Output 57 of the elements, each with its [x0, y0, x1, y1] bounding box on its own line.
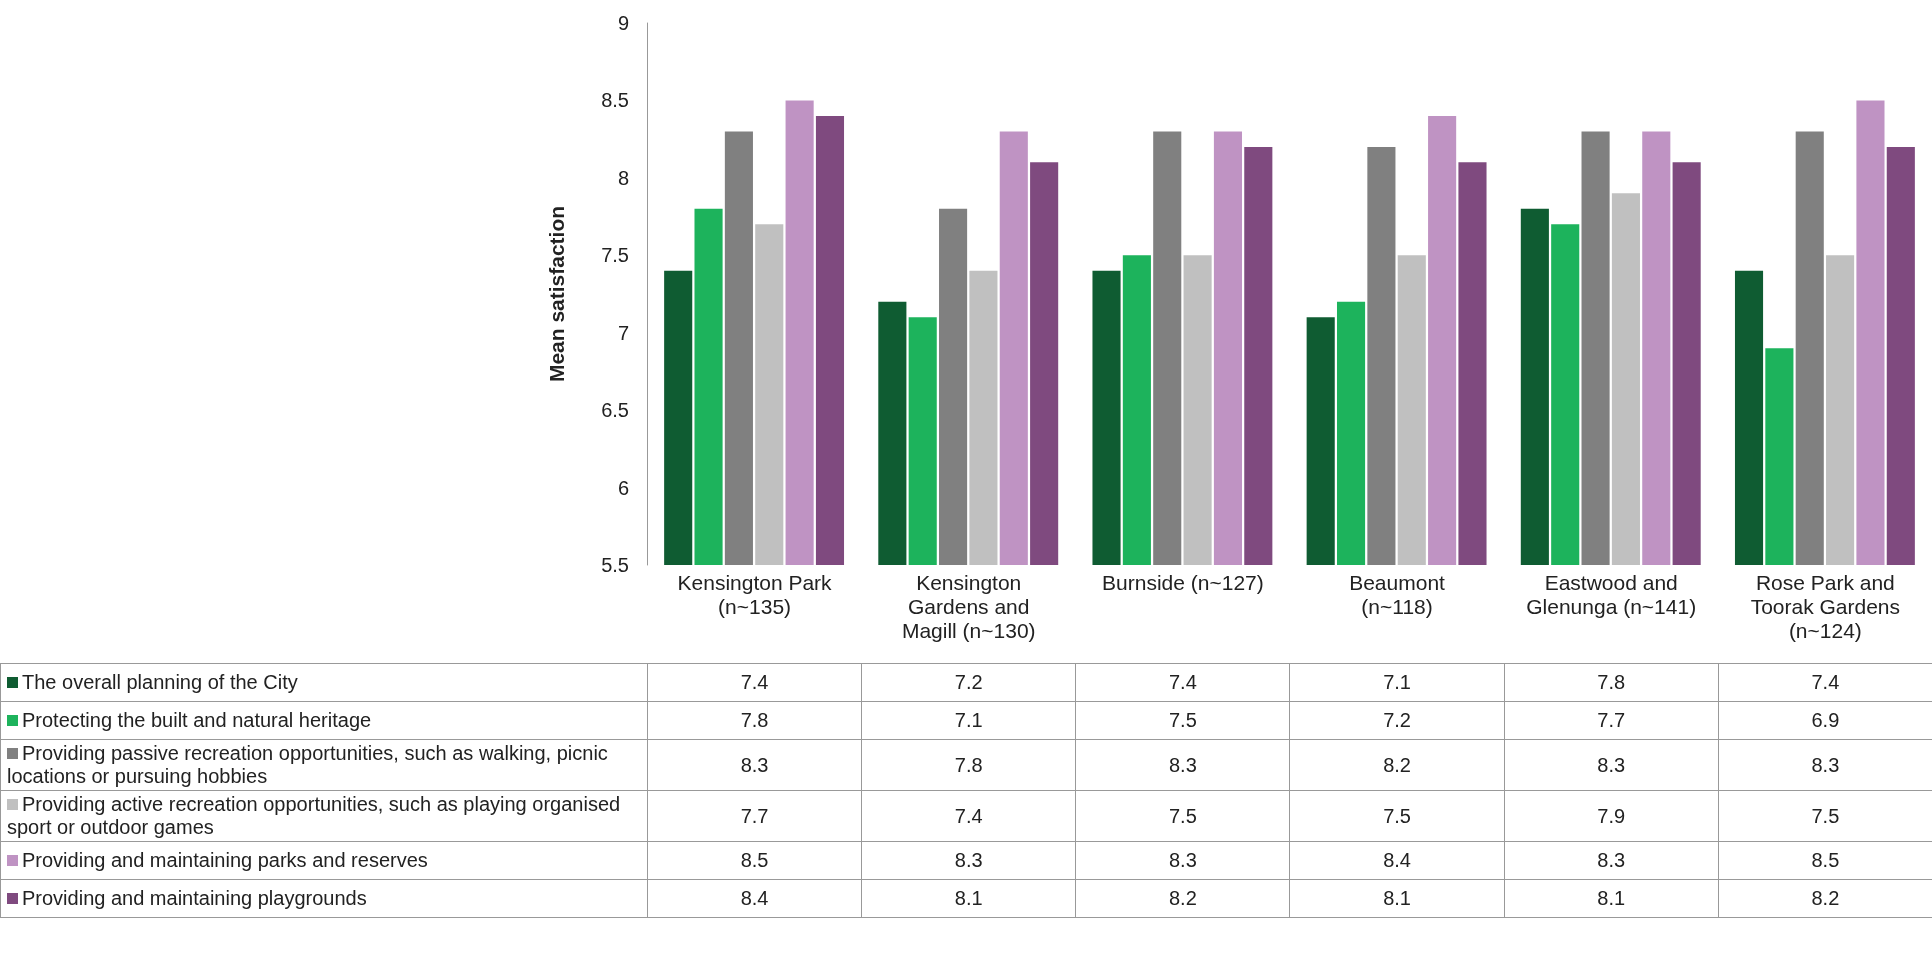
- data-label: 7.1: [1289, 663, 1505, 702]
- data-label: 8.2: [1718, 879, 1932, 918]
- data-label: 7.8: [647, 701, 862, 740]
- data-label: 8.3: [647, 739, 862, 791]
- data-label: 8.3: [1504, 739, 1719, 791]
- data-label: 7.8: [861, 739, 1076, 791]
- data-label: 8.1: [861, 879, 1076, 918]
- y-tick-label: 7: [617, 321, 629, 344]
- y-tick-label: 8.5: [601, 89, 629, 112]
- data-label: 7.5: [1075, 790, 1290, 842]
- data-label: 7.4: [1718, 663, 1932, 702]
- data-label: 8.3: [1075, 841, 1290, 880]
- data-label: 8.2: [1289, 739, 1505, 791]
- y-tick-label: 6.5: [601, 399, 629, 422]
- data-label: 7.4: [861, 790, 1076, 842]
- data-label: 7.4: [647, 663, 862, 702]
- x-tick-label: Burnside (n~127): [1075, 565, 1290, 664]
- legend-label: Protecting the built and natural heritage: [0, 701, 648, 740]
- data-label: 7.7: [647, 790, 862, 842]
- y-tick-label: 7.5: [601, 244, 629, 267]
- x-tick-label: Eastwood and Glenunga (n~141): [1504, 565, 1719, 664]
- x-tick-label: Kensington Gardens and Magill (n~130): [861, 565, 1076, 664]
- data-label: 6.9: [1718, 701, 1932, 740]
- legend-label: Providing and maintaining parks and reserves: [0, 841, 648, 880]
- data-label: 8.3: [861, 841, 1076, 880]
- data-label: 8.4: [1289, 841, 1505, 880]
- y-tick-label: 5.5: [601, 554, 629, 576]
- x-tick-label: Rose Park and Toorak Gardens (n~124): [1718, 565, 1932, 664]
- y-tick-label: 6: [617, 476, 629, 499]
- y-tick-label: 9: [617, 12, 629, 34]
- y-axis-title: Mean satisfaction: [545, 205, 568, 383]
- data-label: 7.2: [1289, 701, 1505, 740]
- data-label: 7.7: [1504, 701, 1719, 740]
- data-label: 8.2: [1075, 879, 1290, 918]
- data-label: 7.5: [1289, 790, 1505, 842]
- legend-label: Providing active recreation opportunities, such as playing organised sport or outdoor games: [0, 790, 648, 842]
- data-label: 8.5: [647, 841, 862, 880]
- data-label: 7.8: [1504, 663, 1719, 702]
- data-label: 8.1: [1504, 879, 1719, 918]
- data-label: 8.3: [1075, 739, 1290, 791]
- data-label: 8.3: [1504, 841, 1719, 880]
- legend-label: Providing and maintaining playgrounds: [0, 879, 648, 918]
- data-label: 8.3: [1718, 739, 1932, 791]
- data-label: 7.2: [861, 663, 1076, 702]
- data-label: 8.4: [647, 879, 862, 918]
- data-label: 7.5: [1718, 790, 1932, 842]
- x-tick-label: Beaumont (n~118): [1289, 565, 1505, 664]
- data-label: 7.9: [1504, 790, 1719, 842]
- data-label: 7.5: [1075, 701, 1290, 740]
- data-label: 7.4: [1075, 663, 1290, 702]
- legend-label: The overall planning of the City: [0, 663, 648, 702]
- data-label: 8.5: [1718, 841, 1932, 880]
- data-label: 8.1: [1289, 879, 1505, 918]
- x-tick-label: Kensington Park (n~135): [647, 565, 862, 664]
- data-label: 7.1: [861, 701, 1076, 740]
- legend-label: Providing passive recreation opportunities, such as walking, picnic locations or pursuing hobbies: [0, 739, 648, 791]
- y-tick-label: 8: [617, 166, 629, 189]
